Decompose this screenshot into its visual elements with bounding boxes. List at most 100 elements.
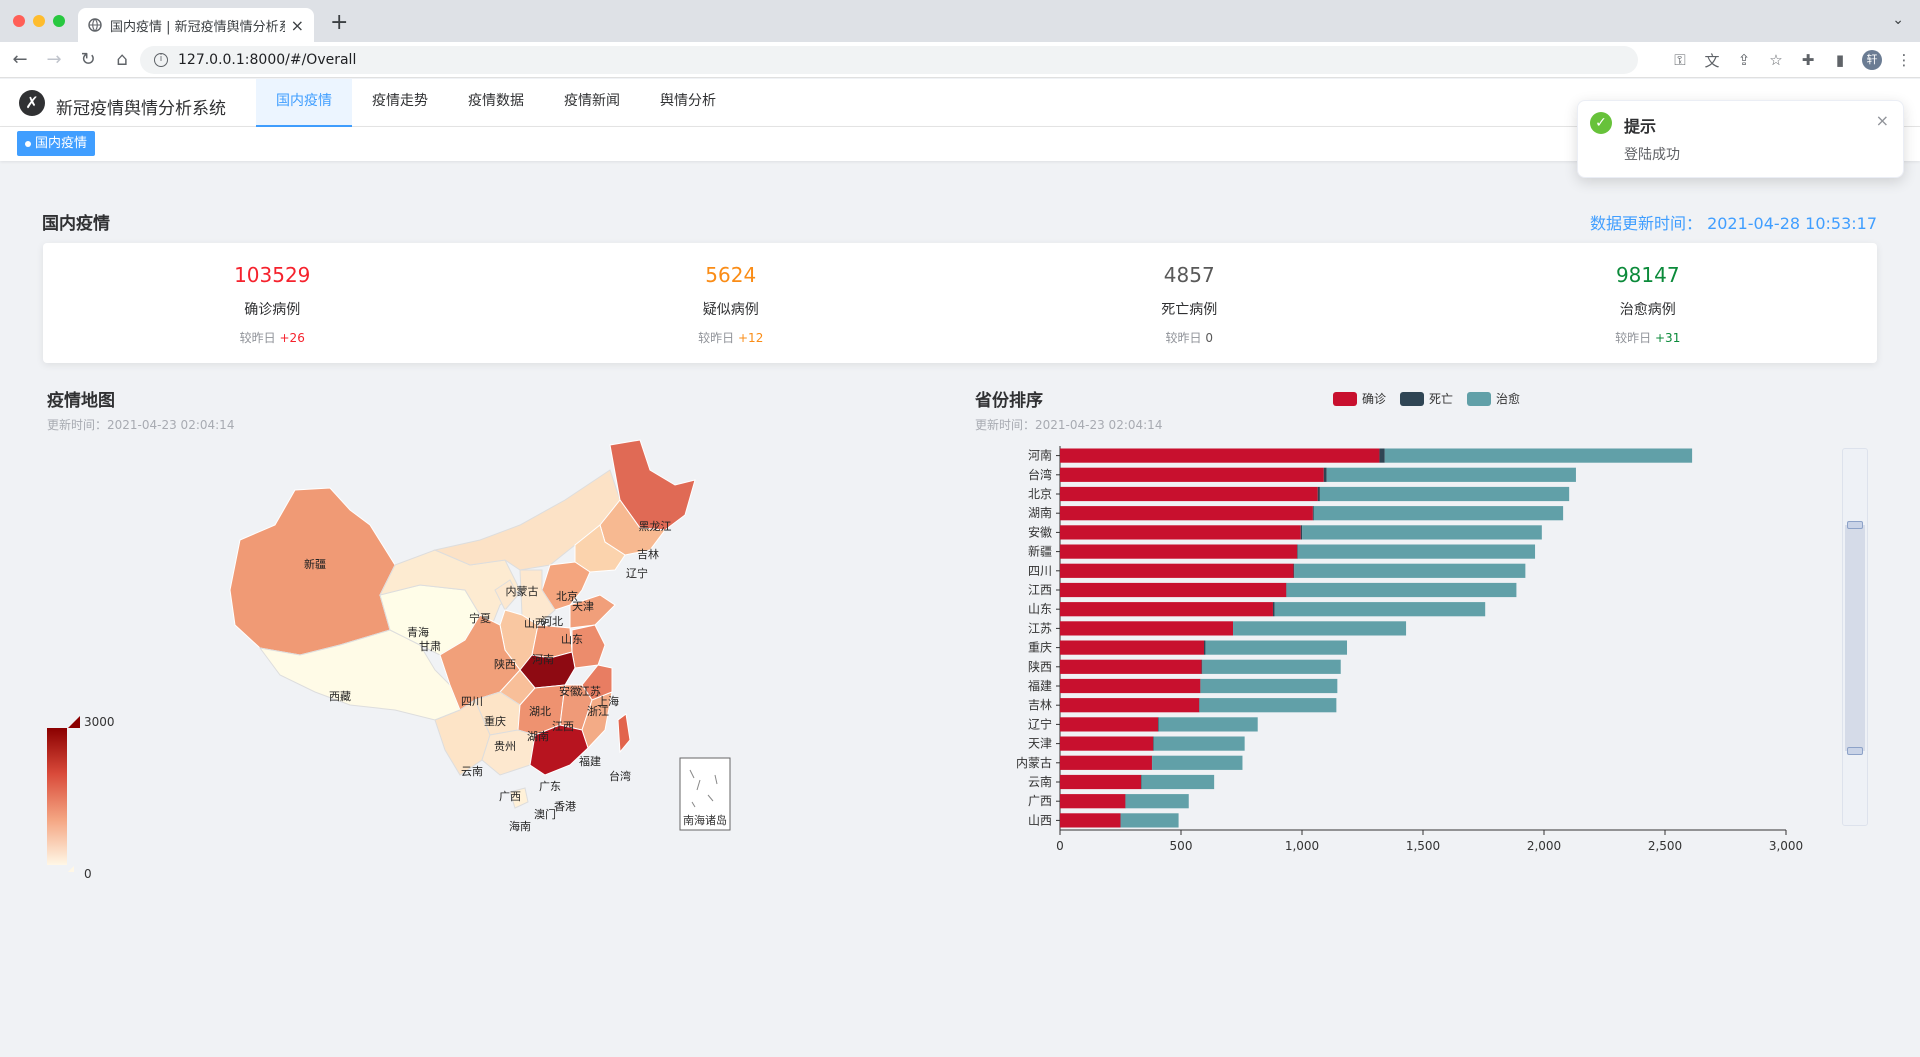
- star-icon[interactable]: ☆: [1769, 51, 1783, 69]
- bar-segment[interactable]: [1297, 544, 1298, 559]
- bar-segment[interactable]: [1233, 621, 1407, 636]
- bar-segment[interactable]: [1379, 448, 1385, 463]
- stat-label: 治愈病例: [1619, 302, 1676, 318]
- bar-segment[interactable]: [1060, 448, 1380, 463]
- bar-segment[interactable]: [1153, 736, 1154, 751]
- new-tab-button[interactable]: +: [330, 10, 349, 35]
- slider-handle-bottom[interactable]: [1847, 747, 1863, 755]
- legend-item[interactable]: 死亡: [1400, 390, 1453, 407]
- bar-segment[interactable]: [1326, 467, 1576, 482]
- bar-segment[interactable]: [1060, 621, 1234, 636]
- bar-segment[interactable]: [1317, 486, 1320, 502]
- bar-segment[interactable]: [1302, 525, 1542, 540]
- bar-segment[interactable]: [1060, 467, 1324, 482]
- bar-segment[interactable]: [1060, 486, 1318, 502]
- slider-range[interactable]: [1845, 525, 1865, 751]
- bar-segment[interactable]: [1319, 486, 1570, 502]
- bar-segment[interactable]: [1141, 774, 1215, 790]
- bar-segment[interactable]: [1200, 678, 1338, 694]
- bar-segment[interactable]: [1060, 563, 1294, 578]
- update-time-value: 2021-04-28 10:53:17: [1707, 214, 1877, 233]
- bar-segment[interactable]: [1272, 602, 1275, 617]
- bar-segment[interactable]: [1125, 794, 1189, 809]
- legend-item[interactable]: 治愈: [1467, 390, 1520, 407]
- chevron-down-icon[interactable]: ⌄: [1892, 12, 1904, 28]
- bar-segment[interactable]: [1199, 698, 1337, 713]
- bar-segment[interactable]: [1293, 563, 1295, 578]
- stat-value: 4857: [1163, 263, 1215, 287]
- bar-segment[interactable]: [1294, 563, 1526, 578]
- bar-segment[interactable]: [1297, 544, 1536, 559]
- stat-block: 4857 死亡病例 较昨日 0: [960, 243, 1419, 363]
- share-icon[interactable]: ⇪: [1737, 51, 1751, 69]
- nav-item-0[interactable]: 国内疫情: [256, 79, 352, 127]
- nav-item-1[interactable]: 疫情走势: [372, 93, 428, 109]
- bar-segment[interactable]: [1202, 659, 1341, 674]
- bar-segment[interactable]: [1153, 736, 1245, 751]
- bar-segment[interactable]: [1060, 525, 1301, 540]
- bar-segment[interactable]: [1313, 506, 1564, 521]
- bar-segment[interactable]: [1060, 774, 1142, 790]
- bar-segment[interactable]: [1060, 755, 1152, 770]
- bar-segment[interactable]: [1060, 659, 1202, 674]
- bar-segment[interactable]: [1384, 448, 1693, 463]
- visual-map-bar[interactable]: [47, 728, 67, 865]
- bar-segment[interactable]: [1203, 640, 1206, 655]
- bar-panel-subtitle: 更新时间：2021-04-23 02:04:14: [975, 418, 1163, 432]
- bar-segment[interactable]: [1060, 602, 1273, 617]
- url-text: 127.0.0.1:8000/#/Overall: [178, 52, 357, 68]
- bar-segment[interactable]: [1060, 640, 1204, 655]
- delta-value: 0: [1205, 331, 1213, 345]
- bar-segment[interactable]: [1060, 736, 1154, 751]
- more-menu-icon[interactable]: ⋮: [1896, 51, 1912, 69]
- window-minimize-button[interactable]: [33, 15, 45, 27]
- bar-segment[interactable]: [1060, 698, 1200, 713]
- bar-segment[interactable]: [1060, 717, 1159, 732]
- address-bar[interactable]: i 127.0.0.1:8000/#/Overall: [140, 46, 1638, 74]
- bar-segment[interactable]: [1205, 640, 1348, 655]
- forward-arrow-icon[interactable]: →: [46, 49, 62, 70]
- bar-segment[interactable]: [1300, 525, 1303, 540]
- back-arrow-icon[interactable]: ←: [12, 49, 28, 70]
- tag-current-page[interactable]: 国内疫情: [17, 131, 96, 156]
- reload-icon[interactable]: ↻: [80, 49, 96, 70]
- nav-item-4[interactable]: 舆情分析: [660, 93, 716, 109]
- translate-icon[interactable]: 文: [1704, 51, 1720, 70]
- bar-segment[interactable]: [1323, 467, 1327, 482]
- bar-segment[interactable]: [1060, 794, 1126, 809]
- legend-item[interactable]: 确诊: [1333, 390, 1386, 407]
- bar-segment[interactable]: [1060, 506, 1313, 521]
- bar-segment[interactable]: [1158, 717, 1258, 732]
- province-shandong: [569, 594, 616, 629]
- avatar[interactable]: 轩: [1862, 50, 1882, 70]
- bar-segment[interactable]: [1286, 582, 1517, 598]
- bar-segment[interactable]: [1060, 678, 1201, 694]
- data-zoom-slider[interactable]: [1842, 448, 1868, 826]
- bar-segment[interactable]: [1060, 544, 1298, 559]
- window-close-button[interactable]: [13, 15, 25, 27]
- slider-handle-top[interactable]: [1847, 521, 1863, 529]
- sidebar-icon[interactable]: ▮: [1835, 51, 1845, 69]
- home-icon[interactable]: ⌂: [116, 49, 128, 70]
- update-time: 数据更新时间： 2021-04-28 10:53:17: [1590, 210, 1877, 234]
- key-icon[interactable]: ⚿: [1674, 51, 1686, 69]
- close-icon[interactable]: ×: [1875, 111, 1889, 130]
- close-icon[interactable]: ×: [290, 15, 304, 35]
- bar-segment[interactable]: [1120, 813, 1179, 828]
- browser-tab[interactable]: 国内疫情 | 新冠疫情舆情分析系统 ×: [78, 8, 314, 42]
- bar-segment[interactable]: [1274, 602, 1486, 617]
- bar-segment[interactable]: [1201, 659, 1203, 674]
- window-maximize-button[interactable]: [53, 15, 65, 27]
- category-label: 重庆: [1028, 641, 1052, 655]
- bar-segment[interactable]: [1060, 582, 1287, 598]
- bar-segment[interactable]: [1312, 506, 1314, 521]
- extensions-icon[interactable]: ✚: [1801, 51, 1815, 69]
- bar-segment[interactable]: [1060, 813, 1121, 828]
- nav-item-3[interactable]: 疫情新闻: [564, 93, 620, 109]
- visual-map-top-handle[interactable]: [68, 716, 80, 728]
- info-icon[interactable]: i: [154, 53, 168, 67]
- nav-item-2[interactable]: 疫情数据: [468, 93, 524, 109]
- visual-map-bottom-handle[interactable]: [68, 866, 74, 872]
- bar-segment[interactable]: [1152, 755, 1243, 770]
